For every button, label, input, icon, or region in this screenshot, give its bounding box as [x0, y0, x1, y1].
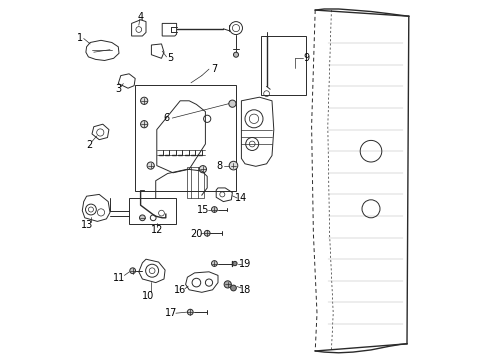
Text: 9: 9	[304, 53, 310, 63]
Circle shape	[229, 161, 238, 170]
Circle shape	[229, 100, 236, 107]
Text: 5: 5	[167, 53, 173, 63]
Bar	[261, 36, 306, 95]
Text: 20: 20	[190, 229, 202, 239]
Text: 16: 16	[174, 285, 186, 295]
Text: 2: 2	[86, 140, 93, 150]
Text: 10: 10	[142, 291, 154, 301]
Circle shape	[231, 285, 236, 291]
Circle shape	[141, 97, 148, 104]
Circle shape	[212, 261, 217, 266]
Text: 15: 15	[197, 204, 210, 215]
Text: 12: 12	[150, 225, 163, 235]
Text: 17: 17	[165, 308, 177, 318]
Text: 7: 7	[211, 64, 218, 74]
Bar	[135, 85, 236, 191]
Circle shape	[233, 261, 237, 266]
Bar	[187, 167, 204, 198]
Circle shape	[141, 121, 148, 128]
Circle shape	[212, 207, 217, 212]
Text: 3: 3	[115, 84, 122, 94]
Text: 4: 4	[138, 12, 144, 22]
Circle shape	[140, 215, 145, 221]
Text: 19: 19	[239, 258, 251, 269]
Circle shape	[187, 309, 193, 315]
Text: 6: 6	[164, 113, 170, 123]
Text: 14: 14	[235, 193, 247, 203]
Text: 1: 1	[77, 33, 83, 43]
Circle shape	[147, 162, 154, 169]
Text: 8: 8	[217, 161, 223, 171]
Circle shape	[130, 268, 136, 274]
Text: 18: 18	[239, 285, 251, 295]
Circle shape	[199, 166, 206, 173]
Circle shape	[204, 230, 210, 236]
Bar	[129, 198, 176, 224]
Text: 13: 13	[81, 220, 94, 230]
Circle shape	[224, 281, 231, 288]
Text: 11: 11	[113, 273, 125, 283]
Circle shape	[233, 52, 239, 57]
